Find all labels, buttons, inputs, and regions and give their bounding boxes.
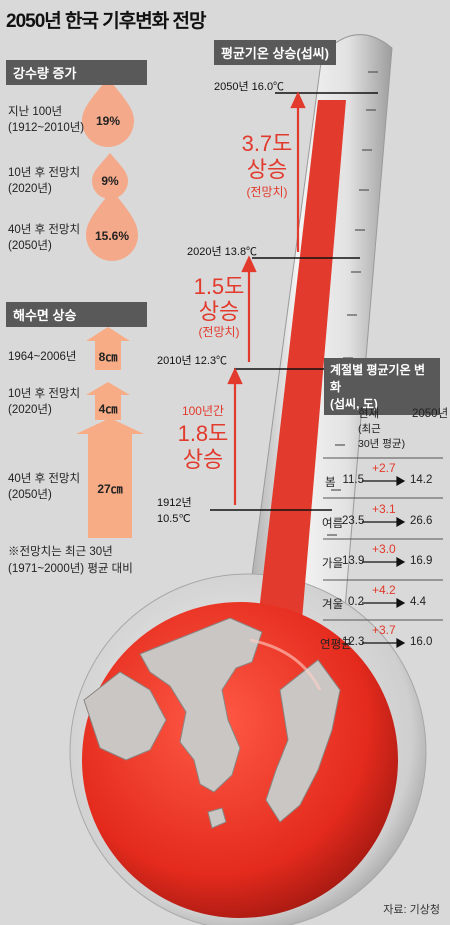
season-inc-winter: +4.2 [372,583,396,597]
sea-value-1: 8㎝ [98,350,118,364]
col-2050: 2050년 [412,408,449,420]
precip-label-1a: 지난 100년 [8,106,63,118]
sea-arrows [76,327,144,538]
season-inc-annual: +3.7 [372,623,396,637]
precip-value-2: 9% [101,174,119,188]
sea-label-3b: (2050년) [8,489,52,501]
precip-label-2b: (2020년) [8,183,52,195]
temp-label-1912: 10.5℃ [157,513,191,525]
sea-arrow-2 [86,382,130,420]
footnote-line-1: ※전망치는 최근 30년 [8,546,113,558]
season-future-annual: 16.0 [410,636,433,648]
precip-value-3: 15.6% [94,229,130,243]
year-label-2010: 2010년 12.3℃ [157,355,228,367]
sea-label-2a: 10년 후 전망치 [8,388,81,400]
seasonal-header-line1: 계절별 평균기온 변화 [330,363,425,394]
season-inc-summer: +3.1 [372,502,396,516]
season-now-annual: 12.3 [342,636,365,648]
rise-1-5-note: (전망치) [198,325,240,339]
season-name-winter: 겨울 [322,599,344,611]
year-label-1912: 1912년 [157,497,192,509]
season-dividers [323,457,443,621]
season-now-summer: 23.5 [342,515,365,527]
rise-arrows [227,91,306,505]
sea-arrow-1 [86,327,130,370]
island-land [207,807,227,829]
drop-2 [92,153,128,199]
season-future-autumn: 16.9 [410,555,433,567]
footnote-line-2: (1971~2000년) 평균 대비 [8,563,133,575]
japan-land [265,659,341,823]
china-land [83,671,167,761]
rise-1-8-pre: 100년간 [181,404,225,418]
seasonal-header-line2: (섭씨, 도) [330,397,378,411]
season-future-summer: 26.6 [410,515,433,527]
drop-1 [82,78,134,147]
rise-1-8-value: 1.8도 [177,421,229,446]
precip-header: 강수량 증가 [6,60,147,85]
korea-land [139,617,263,793]
year-label-2020: 2020년 13.8℃ [187,246,258,258]
seasonal-header: 계절별 평균기온 변화 (섭씨, 도) [324,358,440,415]
mercury-column [258,100,346,620]
season-name-summer: 여름 [322,518,344,530]
precip-value-1: 19% [95,114,121,128]
precip-label-3b: (2050년) [8,240,52,252]
season-now-winter: 0.2 [348,596,364,608]
col-now-line2: (최근 [358,423,381,435]
sea-value-3: 27㎝ [97,482,123,496]
season-name-autumn: 가을 [322,558,344,570]
sea-label-1a: 1964~2006년 [8,351,77,363]
drop-3 [86,190,138,261]
globe-highlight [249,638,322,691]
rise-1-5-value: 1.5도 [193,274,245,299]
sea-header: 해수면 상승 [6,302,147,327]
precip-drops [82,78,138,261]
sea-value-2: 4㎝ [98,402,118,416]
sea-label-3a: 40년 후 전망치 [8,473,81,485]
col-now-line1: 현재 [358,408,380,420]
col-now-line3: 30년 평균) [358,438,406,450]
season-inc-autumn: +3.0 [372,542,396,556]
source-credit: 자료: 기상청 [383,904,440,916]
season-now-spring: 11.5 [342,474,364,486]
precip-label-2a: 10년 후 전망치 [8,167,81,179]
rise-3-7-word: 상승 [246,157,288,182]
season-name-spring: 봄 [325,477,336,489]
season-future-spring: 14.2 [410,474,433,486]
precip-label-3a: 40년 후 전망치 [8,224,81,236]
precip-label-1b: (1912~2010년) [8,122,85,134]
season-arrows [362,475,406,649]
page-title: 2050년 한국 기후변화 전망 [6,11,206,32]
season-now-autumn: 13.9 [342,555,365,567]
season-future-winter: 4.4 [410,596,426,608]
sea-label-2b: (2020년) [8,404,52,416]
rise-3-7-note: (전망치) [246,185,288,199]
thermometer-header: 평균기온 상승(섭씨) [214,40,336,65]
rise-3-7-value: 3.7도 [241,131,293,156]
season-name-annual: 연평균 [320,639,352,651]
rise-1-8-word: 상승 [182,447,224,472]
rise-1-5-word: 상승 [198,299,240,324]
sea-arrow-3 [76,418,144,538]
season-inc-spring: +2.7 [372,461,396,475]
year-label-2050: 2050년 16.0℃ [214,81,285,93]
